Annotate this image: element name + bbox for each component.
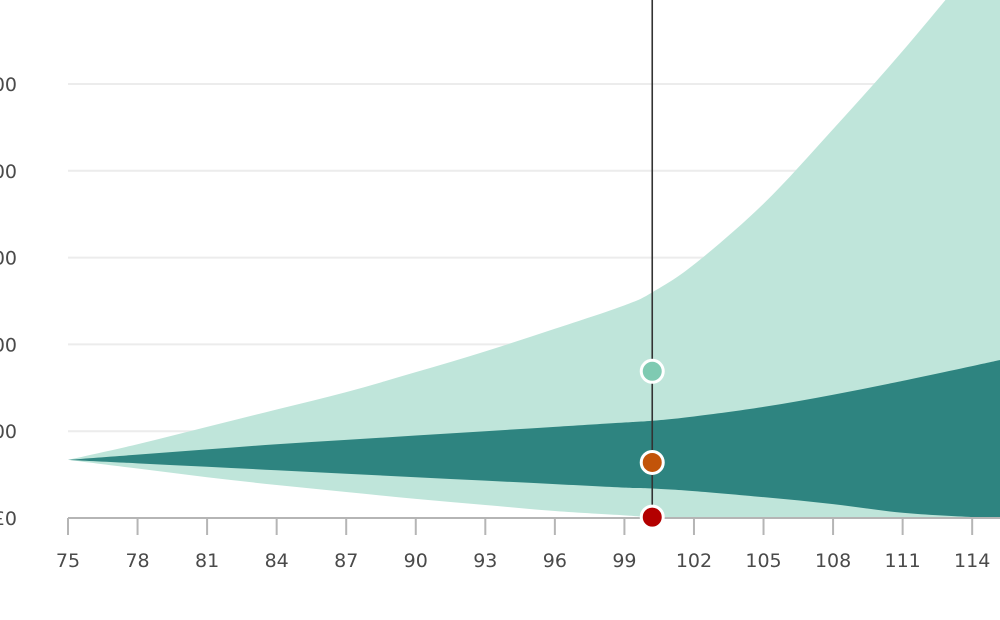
x-tick-label: 114 [954, 550, 990, 572]
y-tick-label: £0 [0, 508, 17, 530]
x-tick-label: 108 [815, 550, 851, 572]
x-tick-label: 105 [745, 550, 781, 572]
y-tick-label: 00 [0, 421, 17, 443]
y-tick-label: 00 [0, 74, 17, 96]
hover-cursor[interactable] [639, 0, 665, 530]
x-tick-label: 111 [884, 550, 920, 572]
cursor-marker-lower[interactable] [639, 504, 665, 530]
x-tick-label: 90 [404, 550, 428, 572]
cursor-marker-upper[interactable] [639, 358, 665, 384]
x-tick-label: 78 [125, 550, 149, 572]
cursor-marker-median[interactable] [639, 449, 665, 475]
area-series [68, 0, 1000, 519]
y-tick-label: 00 [0, 248, 17, 270]
y-tick-label: 00 [0, 161, 17, 183]
x-tick-label: 81 [195, 550, 219, 572]
x-axis [67, 517, 1000, 535]
x-tick-labels: 75 78 81 84 87 90 93 96 99 102 105 108 111 114 [56, 550, 990, 572]
inner-band-area [68, 360, 1000, 518]
x-tick-label: 96 [543, 550, 567, 572]
outer-band-area [68, 0, 1000, 519]
y-tick-labels: 00 00 00 00 00 £0 [0, 74, 17, 530]
x-tick-label: 87 [334, 550, 358, 572]
x-tick-label: 84 [265, 550, 289, 572]
x-tick-label: 99 [612, 550, 636, 572]
x-tick-label: 75 [56, 550, 80, 572]
x-tick-label: 102 [676, 550, 712, 572]
y-tick-label: 00 [0, 334, 17, 356]
x-tick-label: 93 [473, 550, 497, 572]
